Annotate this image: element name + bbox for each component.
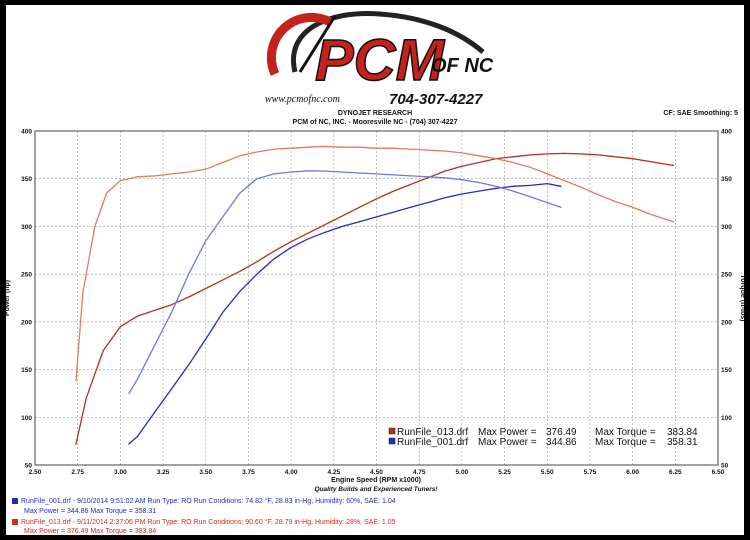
x-tick-label: 2.75 — [71, 469, 84, 476]
plot-border — [34, 130, 719, 466]
chart-legend: RunFile_013.drf Max Power = 376.49 Max T… — [388, 427, 698, 448]
x-tick-label: 3.25 — [157, 469, 170, 476]
x-tick-label: 5.00 — [456, 469, 469, 476]
logo-brand-suffix: OF NC — [431, 55, 494, 77]
x-tick-label: 2.50 — [29, 469, 42, 476]
x-tick-label: 4.75 — [413, 469, 426, 476]
y-tick-label-right: 50 — [721, 463, 729, 470]
run-013-line2: Max Power = 376.49 Max Torque = 383.84 — [24, 528, 157, 535]
legend-torque-label-001: Max Torque = — [595, 437, 656, 448]
run-013-swatch — [12, 519, 18, 525]
run-013-max: Max Power = 376.49 Max Torque = 383.84 — [24, 528, 156, 535]
legend-power-label-001: Max Power = — [478, 437, 537, 448]
y-tick-label-left: 250 — [21, 272, 32, 279]
run-013-line1: RunFile_013.drf - 9/11/2014 2:37:06 PM R… — [21, 519, 396, 526]
y-tick-label-right: 400 — [721, 129, 732, 136]
y-tick-label-left: 300 — [21, 224, 32, 231]
y-tick-label-right: 150 — [721, 367, 732, 374]
series-lines — [75, 145, 675, 445]
y-tick-label-right: 250 — [721, 272, 732, 279]
logo-website: www.pcmofnc.com — [265, 94, 340, 105]
x-tick-label: 3.75 — [242, 469, 255, 476]
y-axis-label-right: Torque (ft-lbs) — [739, 275, 746, 322]
x-axis-label: Engine Speed (RPM x1000) — [331, 477, 421, 484]
x-tick-label: 6.25 — [669, 469, 682, 476]
pcm-logo: PCM OF NC www.pcmofnc.com 704-307-4227 — [265, 11, 494, 108]
legend-torque-label-013: Max Torque = — [595, 427, 656, 438]
y-tick-label-right: 350 — [721, 176, 732, 183]
x-tick-label: 6.00 — [626, 469, 639, 476]
x-tick-label: 5.25 — [498, 469, 511, 476]
x-tick-label: 3.00 — [114, 469, 127, 476]
series-line-runfile-001-drf-torque — [128, 170, 562, 395]
y-tick-label-right: 200 — [721, 319, 732, 326]
logo-swoosh — [291, 11, 485, 73]
cf-smoothing-label: CF: SAE Smoothing: 5 — [663, 110, 738, 117]
legend-file-001: RunFile_001.drf — [397, 437, 468, 448]
run-001-swatch — [12, 498, 18, 504]
logo-gauge — [266, 12, 333, 76]
y-tick-label-left: 400 — [21, 129, 32, 136]
x-tick-label: 4.00 — [285, 469, 298, 476]
y-tick-label-left: 100 — [21, 415, 32, 422]
x-tick-label: 6.50 — [712, 469, 725, 476]
x-tick-label: 5.50 — [541, 469, 554, 476]
series-line-runfile-013-drf-torque — [75, 145, 675, 382]
run-013-info: RunFile_013.drf - 9/11/2014 2:37:06 PM R… — [12, 519, 396, 526]
company-line: PCM of NC, INC. - Mooresville NC - (704)… — [292, 119, 458, 126]
legend-power-013: 376.49 — [546, 427, 577, 438]
y-tick-label-left: 200 — [21, 319, 32, 326]
x-tick-label: 4.25 — [327, 469, 340, 476]
logo-needle — [298, 15, 337, 73]
legend-power-label-013: Max Power = — [478, 427, 537, 438]
y-tick-label-left: 150 — [21, 367, 32, 374]
series-line-runfile-013-drf-power — [75, 152, 675, 445]
legend-file-013: RunFile_013.drf — [397, 427, 468, 438]
y-tick-label-right: 300 — [721, 224, 732, 231]
chart-grid — [35, 131, 718, 465]
run-001-line2: Max Power = 344.86 Max Torque = 358.31 — [24, 508, 157, 515]
y-tick-label-left: 350 — [21, 176, 32, 183]
chart-subtitle: Quality Builds and Experienced Tuners! — [314, 486, 438, 493]
legend-power-001: 344.86 — [546, 437, 577, 448]
x-tick-label: 4.50 — [370, 469, 383, 476]
y-tick-label-left: 50 — [25, 463, 33, 470]
axis-ticks: 2.50 2.75 3.00 3.25 3.50 3.75 4.00 4.25 4.50 4.75… — [21, 129, 732, 477]
series-line-runfile-001-drf-power — [128, 182, 562, 445]
legend-torque-001: 358.31 — [667, 437, 698, 448]
logo-brand: PCM — [315, 28, 446, 93]
logo-phone: 704-307-4227 — [389, 91, 483, 108]
x-tick-label: 3.50 — [199, 469, 212, 476]
legend-swatch-001 — [388, 437, 396, 445]
legend-swatch-013 — [388, 427, 396, 435]
y-tick-label-right: 100 — [721, 415, 732, 422]
dyno-sheet — [6, 5, 744, 535]
run-001-max: Max Power = 344.86 Max Torque = 358.31 — [24, 508, 156, 515]
legend-torque-013: 383.84 — [667, 427, 698, 438]
run-001-info: RunFile_001.drf - 9/10/2014 9:51:02 AM R… — [12, 498, 396, 505]
run-001-line1: RunFile_001.drf - 9/10/2014 9:51:02 AM R… — [21, 498, 396, 505]
dynojet-research-label: DYNOJET RESEARCH — [337, 110, 413, 117]
x-tick-label: 5.75 — [584, 469, 597, 476]
y-axis-label-left: Power (hp) — [4, 280, 11, 316]
